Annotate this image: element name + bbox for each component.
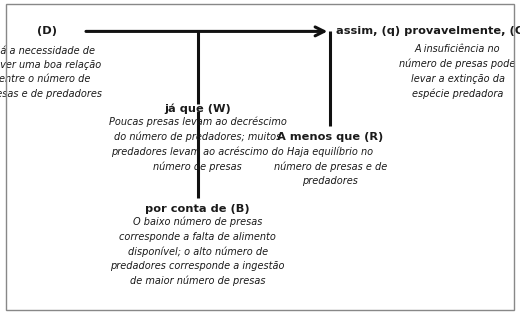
Text: Poucas presas levam ao decréscimo
do número de predadores; muitos
predadores lev: Poucas presas levam ao decréscimo do núm… [109, 116, 287, 172]
Text: A menos que (R): A menos que (R) [277, 132, 383, 142]
Text: A insuficiência no
número de presas pode
levar a extinção da
espécie predadora: A insuficiência no número de presas pode… [399, 44, 516, 99]
Text: (D): (D) [37, 26, 57, 36]
Text: Há a necessidade de
haver uma boa relação
entre o número de
presas e de predador: Há a necessidade de haver uma boa relaçã… [0, 46, 102, 99]
Text: por conta de (B): por conta de (B) [145, 204, 250, 214]
Text: O baixo número de presas
corresponde a falta de alimento
disponível; o alto núme: O baixo número de presas corresponde a f… [110, 217, 285, 286]
Text: assim, (q) provavelmente, (C): assim, (q) provavelmente, (C) [336, 26, 520, 36]
Text: já que (W): já que (W) [164, 104, 231, 114]
Text: Haja equilíbrio no
número de presas e de
predadores: Haja equilíbrio no número de presas e de… [274, 146, 387, 186]
